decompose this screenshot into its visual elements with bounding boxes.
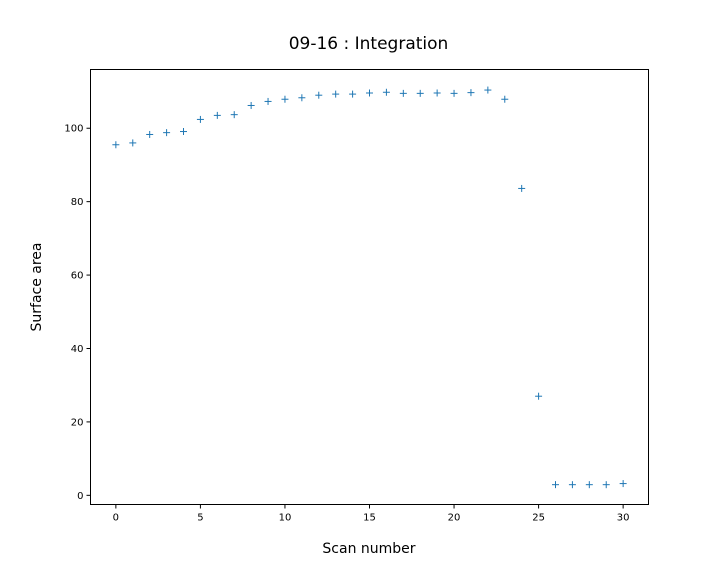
data-point <box>230 111 238 119</box>
y-tick-label: 80 <box>71 197 84 208</box>
data-point <box>332 90 340 98</box>
y-axis: 0 20 40 60 80 100 <box>64 124 91 502</box>
y-axis-label: Surface area <box>29 242 45 331</box>
data-point <box>619 480 627 488</box>
data-point <box>552 481 559 489</box>
x-tick-label: 15 <box>363 513 376 524</box>
y-tick-label: 100 <box>64 124 83 135</box>
data-point <box>366 89 373 97</box>
x-tick-label: 0 <box>113 513 119 524</box>
data-point <box>535 392 543 400</box>
data-point <box>213 111 221 119</box>
x-tick-label: 20 <box>448 513 461 524</box>
y-tick-label: 40 <box>71 344 84 355</box>
data-point <box>585 481 593 489</box>
data-point <box>129 139 137 147</box>
data-point <box>349 90 357 98</box>
data-point <box>180 128 187 136</box>
y-tick-label: 0 <box>77 491 83 502</box>
data-point <box>450 89 458 97</box>
y-tick-label: 20 <box>71 417 84 428</box>
data-point <box>602 481 610 489</box>
x-axis-label: Scan number <box>322 541 415 557</box>
data-point <box>196 115 204 123</box>
data-point <box>416 89 424 97</box>
data-point <box>501 95 509 103</box>
x-axis: 0 5 10 15 20 25 30 <box>113 504 630 524</box>
data-point <box>518 184 526 192</box>
data-point <box>399 89 407 97</box>
data-point <box>112 141 120 149</box>
data-point <box>467 89 475 97</box>
data-point <box>264 97 272 105</box>
data-points <box>112 86 627 489</box>
y-tick-label: 60 <box>71 271 84 282</box>
data-point <box>146 130 154 138</box>
data-point <box>382 88 390 96</box>
data-point <box>247 101 255 109</box>
x-tick-label: 25 <box>532 513 545 524</box>
chart-title: 09-16 : Integration <box>289 34 449 54</box>
data-point <box>315 91 323 99</box>
plot-frame <box>90 69 649 505</box>
data-point <box>484 86 492 94</box>
data-point <box>568 481 576 489</box>
data-point <box>298 94 306 102</box>
data-point <box>433 89 441 97</box>
x-tick-label: 5 <box>197 513 203 524</box>
x-tick-label: 30 <box>617 513 630 524</box>
x-tick-label: 10 <box>279 513 292 524</box>
data-point <box>281 95 289 103</box>
data-point <box>163 129 171 137</box>
